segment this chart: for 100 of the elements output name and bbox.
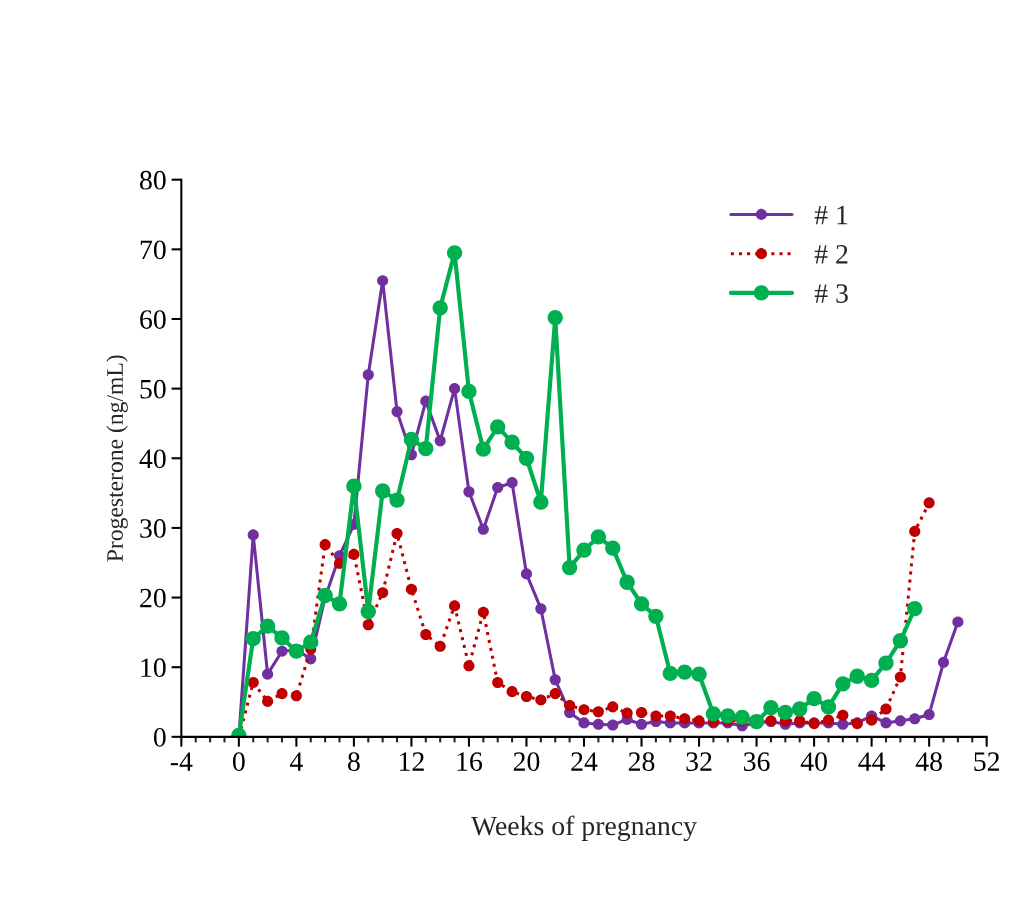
point <box>461 383 477 400</box>
point <box>648 608 664 624</box>
point <box>319 539 331 551</box>
point <box>446 245 463 261</box>
point <box>547 309 563 326</box>
y-tick-label: 40 <box>139 449 166 469</box>
point <box>549 688 561 700</box>
point <box>763 699 779 716</box>
point <box>835 676 851 692</box>
y-tick-label: 70 <box>140 240 166 260</box>
point <box>360 603 376 620</box>
point <box>420 628 432 641</box>
legend-label: # 3 <box>814 284 848 303</box>
y-tick-label: 10 <box>141 658 166 678</box>
x-tick-label: 40 <box>800 752 827 771</box>
point <box>463 486 475 498</box>
point <box>276 645 288 657</box>
point <box>923 497 935 509</box>
point <box>849 668 865 684</box>
point <box>274 630 290 646</box>
point <box>434 435 446 447</box>
point <box>880 717 892 729</box>
point <box>389 492 405 508</box>
point <box>346 478 362 494</box>
y-tick-label: 80 <box>140 170 166 190</box>
x-tick-label: 32 <box>686 752 712 771</box>
point <box>909 713 921 725</box>
point <box>792 701 808 717</box>
point <box>504 434 520 450</box>
point <box>375 483 391 499</box>
point <box>506 477 518 489</box>
y-axis-title: Progesterone (ng/mL) <box>106 355 128 562</box>
point <box>650 710 662 722</box>
point <box>533 494 549 510</box>
point <box>662 665 678 682</box>
point <box>679 713 691 725</box>
point <box>262 668 274 680</box>
point <box>331 596 348 612</box>
point <box>806 690 822 707</box>
point <box>463 660 475 672</box>
y-tick-label: 20 <box>140 588 166 608</box>
point <box>535 603 547 615</box>
y-tick-label: 50 <box>140 379 166 399</box>
point <box>607 719 619 731</box>
point <box>863 672 880 689</box>
point <box>635 706 648 719</box>
point <box>403 431 420 448</box>
point <box>564 699 576 712</box>
point <box>705 706 722 722</box>
x-tick-label: 4 <box>289 752 303 771</box>
point <box>561 559 578 576</box>
point <box>720 708 736 724</box>
point <box>605 540 621 556</box>
legend-label: # 2 <box>814 245 848 264</box>
x-axis-title: Weeks of pregnancy <box>470 815 697 842</box>
point <box>377 587 389 599</box>
point <box>276 688 288 700</box>
point <box>619 574 635 590</box>
point <box>492 481 504 494</box>
x-tick-label: 48 <box>915 752 942 771</box>
point <box>607 701 619 713</box>
point <box>520 690 533 703</box>
point <box>734 709 750 725</box>
point <box>405 583 417 595</box>
point <box>391 406 403 418</box>
point <box>677 664 693 680</box>
point <box>894 715 906 727</box>
point <box>621 707 633 719</box>
x-tick-label: 16 <box>457 752 483 771</box>
point <box>518 450 535 466</box>
point <box>506 686 518 698</box>
point <box>262 695 274 707</box>
x-tick-label: 20 <box>513 752 540 771</box>
point <box>578 704 590 716</box>
point <box>590 529 607 545</box>
point <box>362 369 374 381</box>
point <box>664 710 676 722</box>
point <box>909 525 921 537</box>
point <box>377 275 389 287</box>
point <box>592 718 604 730</box>
point <box>952 616 964 628</box>
point <box>492 676 504 689</box>
point <box>475 441 491 457</box>
point <box>866 714 878 726</box>
point <box>820 699 837 715</box>
point <box>892 633 909 649</box>
point <box>434 640 446 652</box>
point <box>923 709 935 721</box>
point <box>777 704 793 721</box>
point <box>290 690 302 702</box>
point <box>592 706 604 718</box>
point <box>245 631 261 647</box>
point <box>303 634 319 650</box>
x-tick-label: 0 <box>232 752 245 771</box>
point <box>247 529 259 541</box>
x-tick-label: 24 <box>571 752 598 771</box>
point <box>317 587 333 604</box>
point <box>880 703 892 715</box>
point <box>362 619 374 631</box>
point <box>878 655 894 671</box>
